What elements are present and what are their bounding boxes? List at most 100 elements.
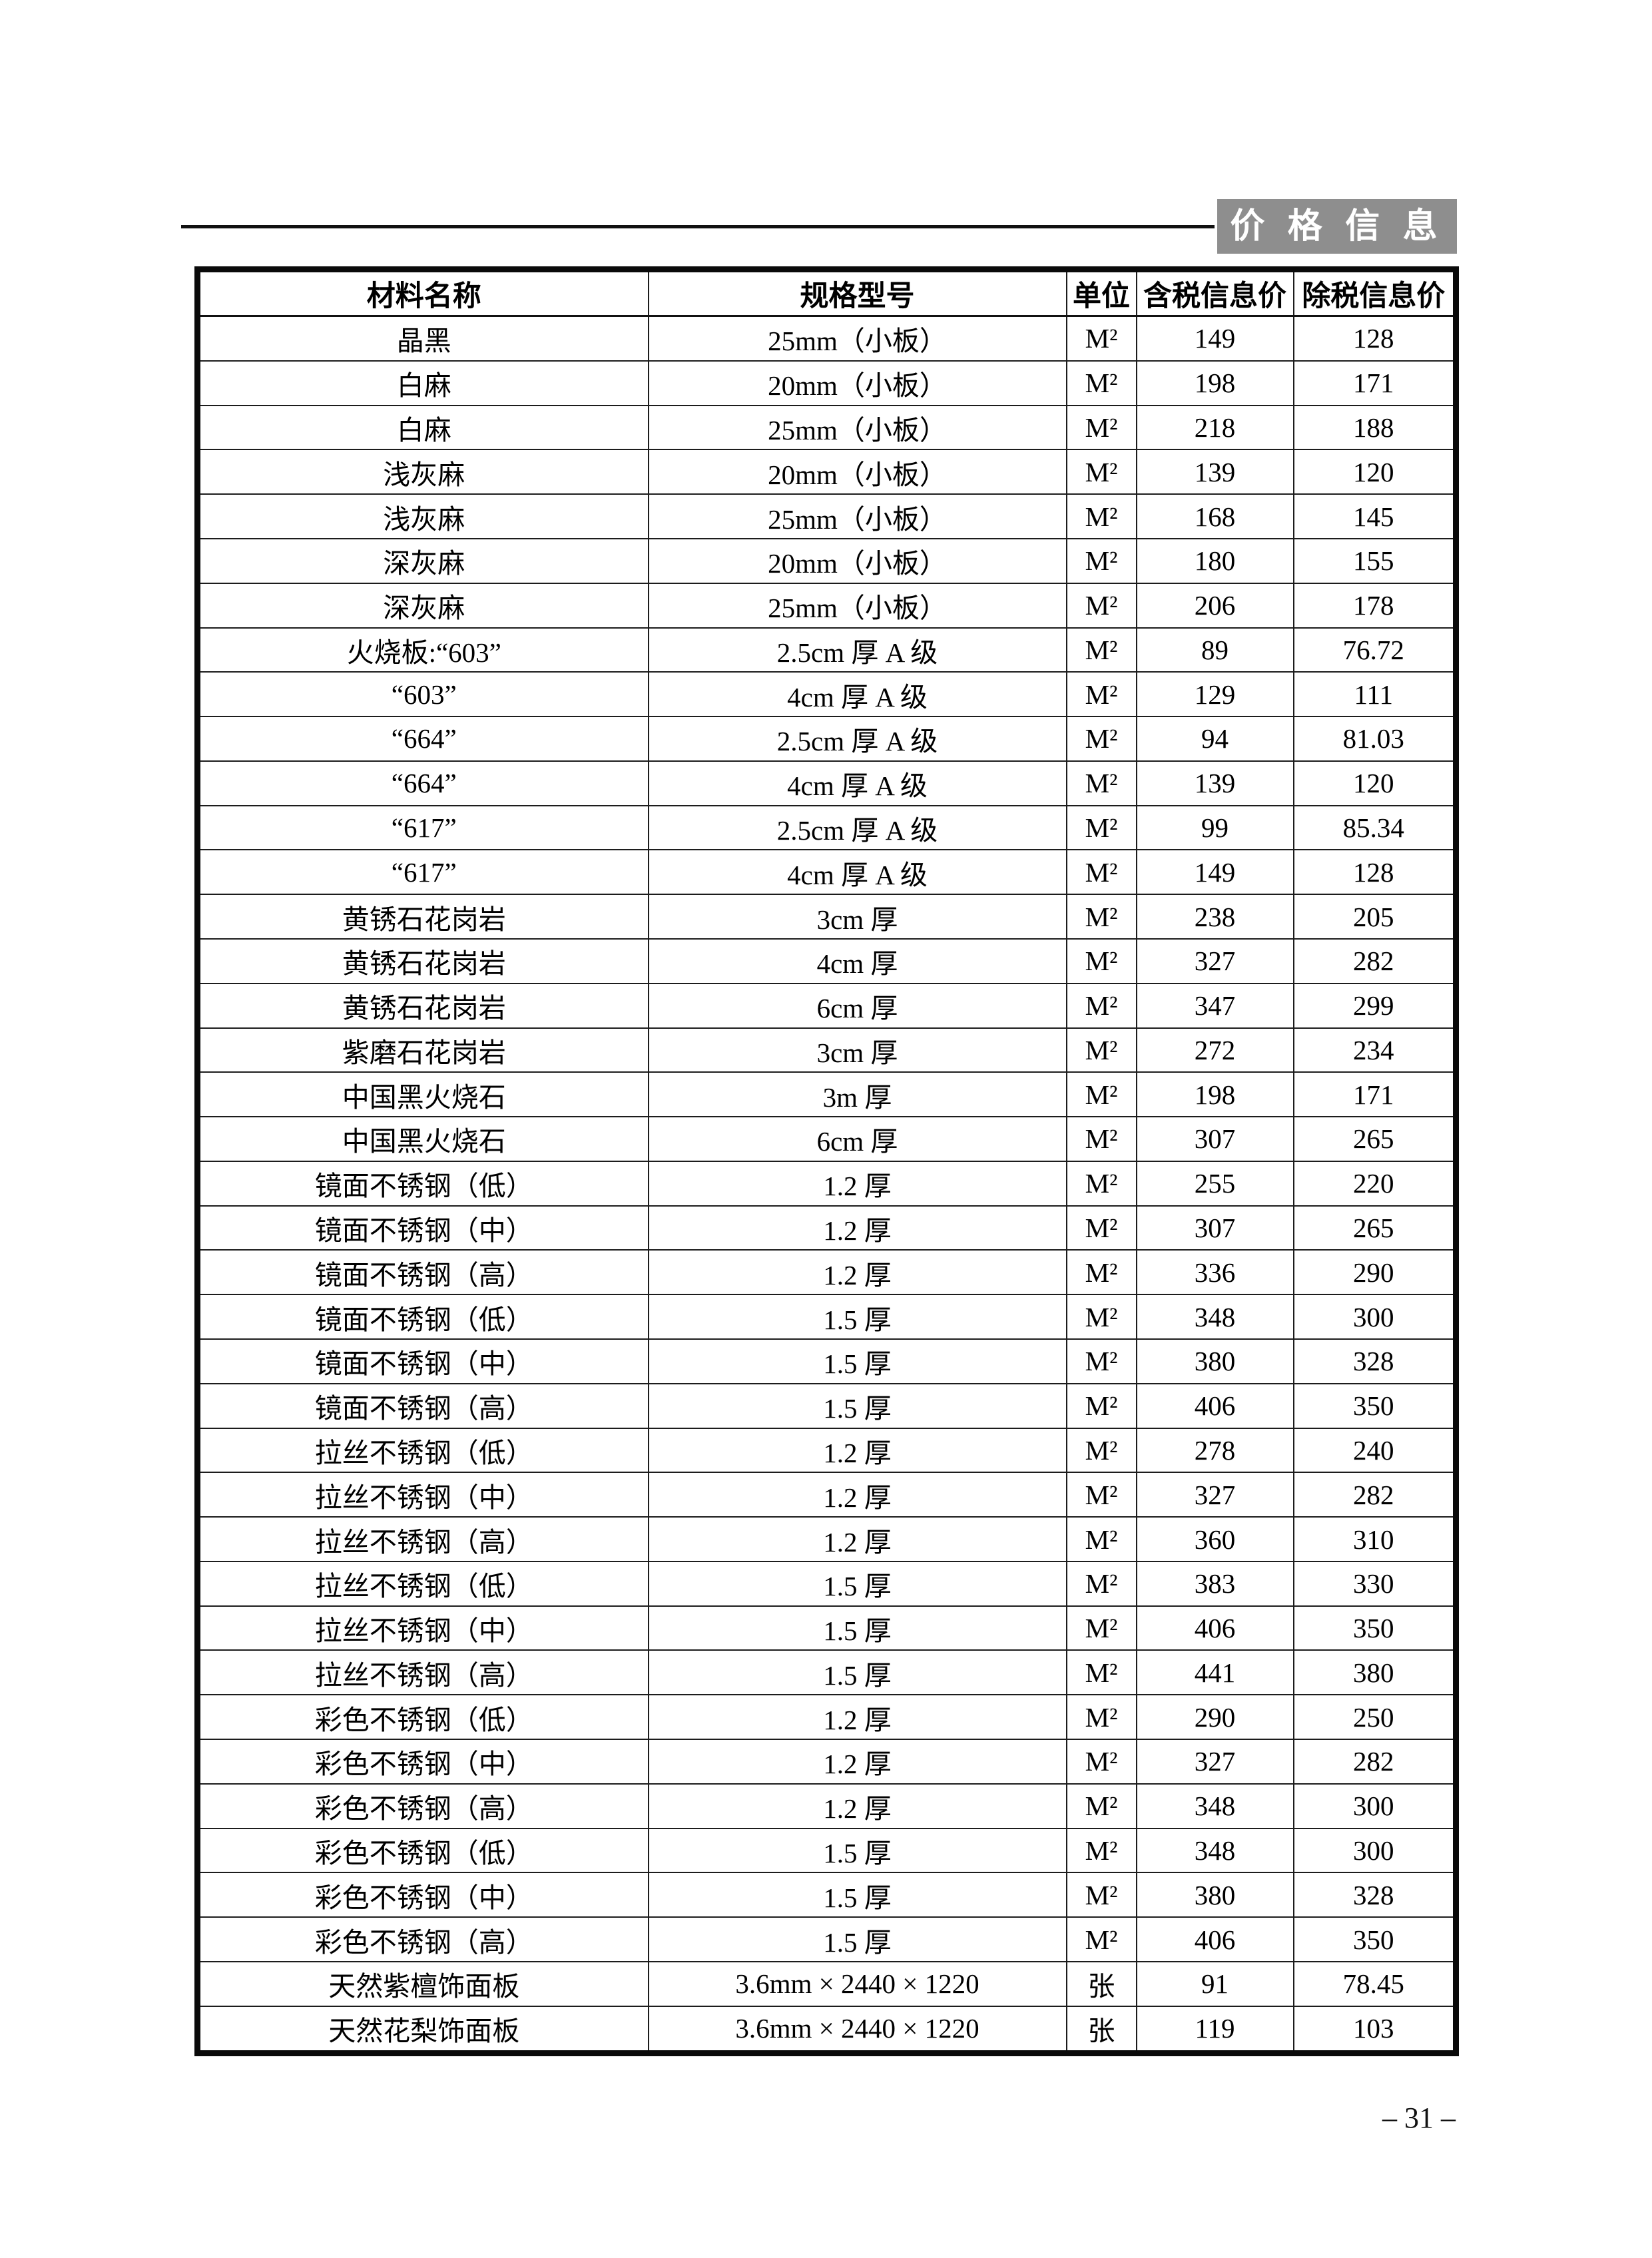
table-cell: 1.2 厚 (647, 1694, 1067, 1741)
table-cell: 328 (1292, 1872, 1457, 1918)
table-row: 深灰麻 20mm（小板） M² 180 155 (196, 537, 1457, 584)
table-cell: 180 (1135, 537, 1294, 584)
table-cell: M² (1065, 1560, 1137, 1607)
table-cell: M² (1065, 1338, 1137, 1384)
table-cell: 1.5 厚 (647, 1605, 1067, 1651)
table-cell: 89 (1135, 627, 1294, 673)
table-row: 浅灰麻 25mm（小板） M² 168 145 (196, 493, 1457, 539)
table-cell: 1.5 厚 (647, 1916, 1067, 1962)
table-row: 天然紫檀饰面板 3.6mm × 2440 × 1220 张 91 78.45 (196, 1960, 1457, 2007)
table-cell: “664” (196, 760, 649, 806)
table-row: 镜面不锈钢（中） 1.5 厚 M² 380 328 (196, 1338, 1457, 1384)
table-cell: 327 (1135, 1739, 1294, 1785)
page-number: – 31 – (1382, 2102, 1456, 2134)
table-row: 黄锈石花岗岩 6cm 厚 M² 347 299 (196, 982, 1457, 1029)
table-cell: M² (1065, 582, 1137, 629)
table-cell: 139 (1135, 449, 1294, 495)
table-cell: 25mm（小板） (647, 404, 1067, 451)
table-row: 镜面不锈钢（高） 1.5 厚 M² 406 350 (196, 1382, 1457, 1429)
table-cell: 188 (1292, 404, 1457, 451)
table-cell: 218 (1135, 404, 1294, 451)
table-cell: 220 (1292, 1160, 1457, 1207)
table-cell: 330 (1292, 1560, 1457, 1607)
table-cell: M² (1065, 1116, 1137, 1162)
table-row: 镜面不锈钢（高） 1.2 厚 M² 336 290 (196, 1249, 1457, 1296)
table-row: 黄锈石花岗岩 3cm 厚 M² 238 205 (196, 894, 1457, 940)
table-cell: 拉丝不锈钢（高） (196, 1649, 649, 1696)
table-cell: 307 (1135, 1205, 1294, 1251)
table-row: 黄锈石花岗岩 4cm 厚 M² 327 282 (196, 938, 1457, 984)
table-cell: 327 (1135, 1472, 1294, 1518)
table-cell: 彩色不锈钢（高） (196, 1783, 649, 1829)
table-row: 镜面不锈钢（低） 1.5 厚 M² 348 300 (196, 1294, 1457, 1340)
table-cell: 黄锈石花岗岩 (196, 894, 649, 940)
table-cell: 1.5 厚 (647, 1294, 1067, 1340)
header-rule (181, 225, 1215, 228)
table-cell: M² (1065, 1649, 1137, 1696)
table-cell: “603” (196, 671, 649, 718)
table-cell: 81.03 (1292, 716, 1457, 762)
table-row: 拉丝不锈钢（高） 1.5 厚 M² 441 380 (196, 1649, 1457, 1696)
table-cell: M² (1065, 1427, 1137, 1474)
table-cell: “664” (196, 716, 649, 762)
table-cell: 171 (1292, 1071, 1457, 1118)
table-cell: 250 (1292, 1694, 1457, 1741)
table-cell: 镜面不锈钢（中） (196, 1338, 649, 1384)
table-cell: 6cm 厚 (647, 982, 1067, 1029)
table-cell: 238 (1135, 894, 1294, 940)
table-cell: 119 (1135, 2005, 1294, 2054)
table-cell: M² (1065, 1916, 1137, 1962)
table-cell: 1.2 厚 (647, 1160, 1067, 1207)
table-cell: 299 (1292, 982, 1457, 1029)
table-row: 镜面不锈钢（低） 1.2 厚 M² 255 220 (196, 1160, 1457, 1207)
table-cell: 2.5cm 厚 A 级 (647, 804, 1067, 851)
table-cell: M² (1065, 938, 1137, 984)
table-cell: 6cm 厚 (647, 1116, 1067, 1162)
table-cell: 浅灰麻 (196, 449, 649, 495)
table-cell: M² (1065, 760, 1137, 806)
table-cell: 1.2 厚 (647, 1427, 1067, 1474)
table-cell: 1.5 厚 (647, 1338, 1067, 1384)
table-cell: 黄锈石花岗岩 (196, 982, 649, 1029)
table-cell: M² (1065, 1071, 1137, 1118)
table-cell: 265 (1292, 1205, 1457, 1251)
table-row: 火烧板:“603” 2.5cm 厚 A 级 M² 89 76.72 (196, 627, 1457, 673)
table-cell: 20mm（小板） (647, 449, 1067, 495)
table-cell: 406 (1135, 1916, 1294, 1962)
table-row: 深灰麻 25mm（小板） M² 206 178 (196, 582, 1457, 629)
table-cell: 黄锈石花岗岩 (196, 938, 649, 984)
table-cell: 4cm 厚 (647, 938, 1067, 984)
table-cell: 拉丝不锈钢（低） (196, 1427, 649, 1474)
table-row: “617” 4cm 厚 A 级 M² 149 128 (196, 849, 1457, 896)
table-row: 拉丝不锈钢（中） 1.5 厚 M² 406 350 (196, 1605, 1457, 1651)
table-cell: 深灰麻 (196, 582, 649, 629)
table-cell: 300 (1292, 1827, 1457, 1874)
table-cell: 中国黑火烧石 (196, 1116, 649, 1162)
table-cell: 441 (1135, 1649, 1294, 1696)
table-cell: 中国黑火烧石 (196, 1071, 649, 1118)
table-cell: 406 (1135, 1605, 1294, 1651)
table-cell: M² (1065, 493, 1137, 539)
table-cell: 350 (1292, 1605, 1457, 1651)
table-cell: 2.5cm 厚 A 级 (647, 716, 1067, 762)
table-cell: 383 (1135, 1560, 1294, 1607)
table-cell: 彩色不锈钢（低） (196, 1827, 649, 1874)
table-cell: 255 (1135, 1160, 1294, 1207)
table-cell: M² (1065, 627, 1137, 673)
table-cell: 3.6mm × 2440 × 1220 (647, 2005, 1067, 2054)
table-cell: M² (1065, 1605, 1137, 1651)
table-cell: 348 (1135, 1783, 1294, 1829)
table-cell: 149 (1135, 849, 1294, 896)
table-cell: 380 (1135, 1872, 1294, 1918)
table-cell: 139 (1135, 760, 1294, 806)
table-cell: 76.72 (1292, 627, 1457, 673)
table-header: 材料名称 规格型号 单位 含税信息价 除税信息价 (196, 268, 1457, 317)
table-cell: 4cm 厚 A 级 (647, 671, 1067, 718)
table-cell: M² (1065, 1027, 1137, 1073)
table-cell: 348 (1135, 1294, 1294, 1340)
table-cell: 265 (1292, 1116, 1457, 1162)
table-cell: 拉丝不锈钢（中） (196, 1605, 649, 1651)
table-cell: 198 (1135, 360, 1294, 406)
table-row: 彩色不锈钢（低） 1.2 厚 M² 290 250 (196, 1694, 1457, 1741)
table-cell: 3cm 厚 (647, 1027, 1067, 1073)
